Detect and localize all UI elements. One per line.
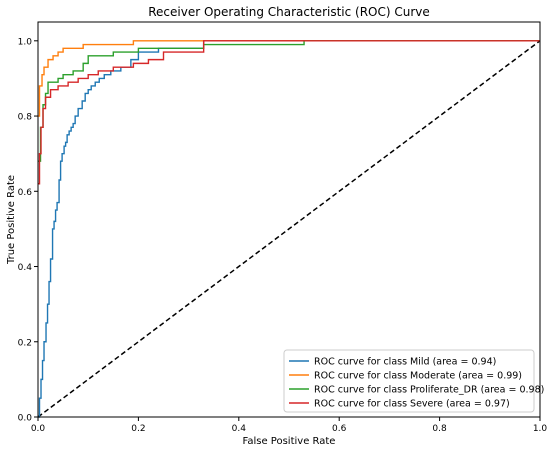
y-tick-label: 0.4	[18, 263, 33, 273]
x-axis-label: False Positive Rate	[243, 436, 336, 447]
y-axis: 0.0 0.2 0.4 0.6 0.8 1.0	[18, 37, 38, 424]
roc-series-line-3	[38, 40, 540, 185]
legend-box	[283, 349, 535, 413]
legend-label-0: ROC curve for class Mild (area = 0.94)	[314, 357, 496, 368]
legend-label-1: ROC curve for class Moderate (area = 0.9…	[314, 371, 522, 382]
y-tick-label: 0.6	[18, 188, 33, 198]
y-tick-label: 0.2	[18, 338, 32, 348]
roc-series-line-0	[38, 40, 540, 418]
chart-legend: ROC curve for class Mild (area = 0.94) RO…	[283, 349, 544, 413]
x-tick-label: 0.2	[131, 424, 145, 434]
chance-diagonal-line	[37, 40, 541, 418]
legend-label-2: ROC curve for class Proliferate_DR (area…	[314, 385, 544, 396]
legend-label-3: ROC curve for class Severe (area = 0.97)	[314, 399, 510, 410]
plot-frame	[37, 21, 541, 418]
x-tick-label: 0.0	[31, 424, 46, 434]
y-tick-label: 1.0	[18, 37, 33, 47]
y-tick-label: 0.0	[18, 414, 33, 424]
chart-title: Receiver Operating Characteristic (ROC) …	[148, 5, 430, 19]
plot-area	[37, 40, 541, 418]
x-tick-label: 0.6	[332, 424, 347, 434]
x-axis: 0.0 0.2 0.4 0.6 0.8 1.0	[31, 417, 548, 434]
x-tick-label: 0.4	[232, 424, 247, 434]
roc-series-line-2	[38, 40, 540, 162]
y-tick-label: 0.8	[18, 113, 33, 123]
x-tick-label: 1.0	[533, 424, 548, 434]
roc-series-line-1	[38, 40, 540, 117]
x-tick-label: 0.8	[432, 424, 447, 434]
y-axis-label: True Positive Rate	[6, 175, 17, 265]
